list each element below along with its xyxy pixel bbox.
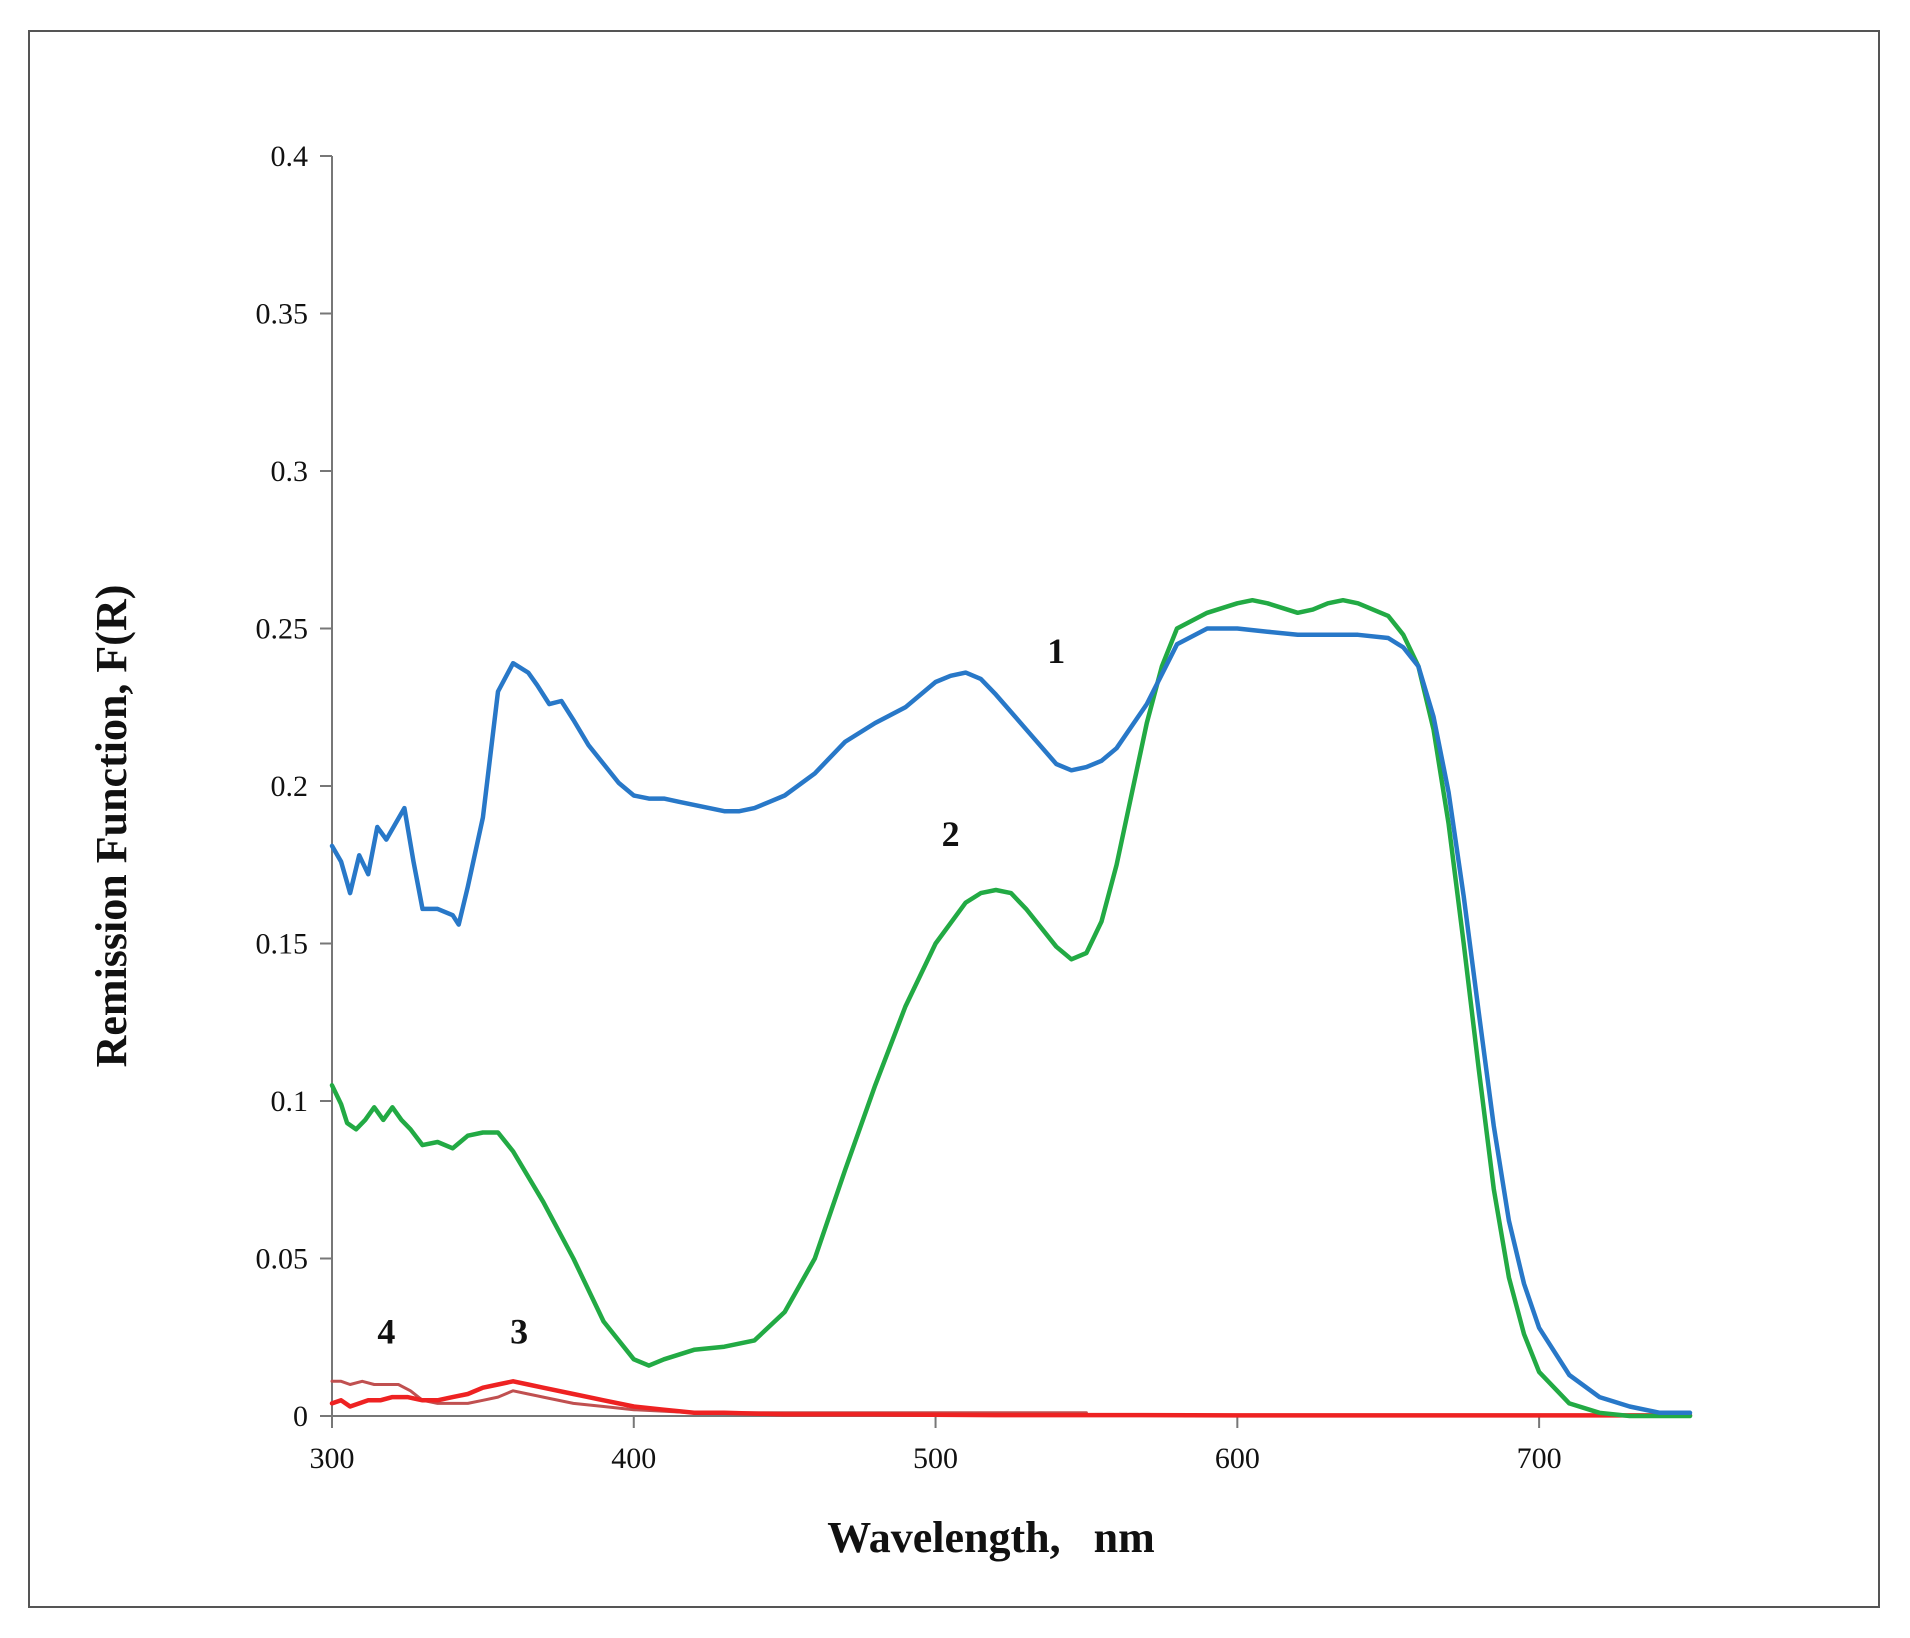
annotation-layer: 1 2 3 4 (377, 631, 1065, 1351)
x-tick-label: 400 (611, 1442, 656, 1475)
x-tick-label: 600 (1215, 1442, 1260, 1475)
x-tick-label: 300 (310, 1442, 355, 1475)
curve-label-3: 3 (510, 1312, 528, 1352)
y-tick-label: 0.4 (271, 140, 309, 173)
y-tick-label: 0.2 (271, 770, 309, 803)
y-axis-title: Remission Function, F(R) (87, 585, 136, 1068)
series-line-3 (329, 1379, 1693, 1418)
y-tick-label: 0.05 (256, 1243, 309, 1276)
y-tick-label: 0.15 (256, 928, 309, 961)
curve-label-2: 2 (942, 814, 960, 854)
y-tick-label: 0.1 (271, 1085, 309, 1118)
y-tick-label: 0.25 (256, 613, 309, 646)
series-line-2 (329, 597, 1693, 1419)
series-line-1 (329, 626, 1693, 1416)
curve-label-4: 4 (377, 1312, 395, 1352)
figure-frame (28, 30, 1880, 1608)
y-tick-label: 0.35 (256, 298, 309, 331)
y-tick-label: 0.3 (271, 455, 309, 488)
plot-area: 0 0.05 0.1 0.15 0.2 0.25 0.3 0.35 0.4 300 400 500 60… (256, 140, 1690, 1475)
series-layer (329, 597, 1693, 1419)
x-tick-label: 700 (1517, 1442, 1562, 1475)
y-tick-label: 0 (293, 1400, 308, 1433)
x-axis-title: Wavelength, nm (827, 1513, 1155, 1562)
curve-label-1: 1 (1047, 631, 1065, 671)
x-tick-label: 500 (913, 1442, 958, 1475)
